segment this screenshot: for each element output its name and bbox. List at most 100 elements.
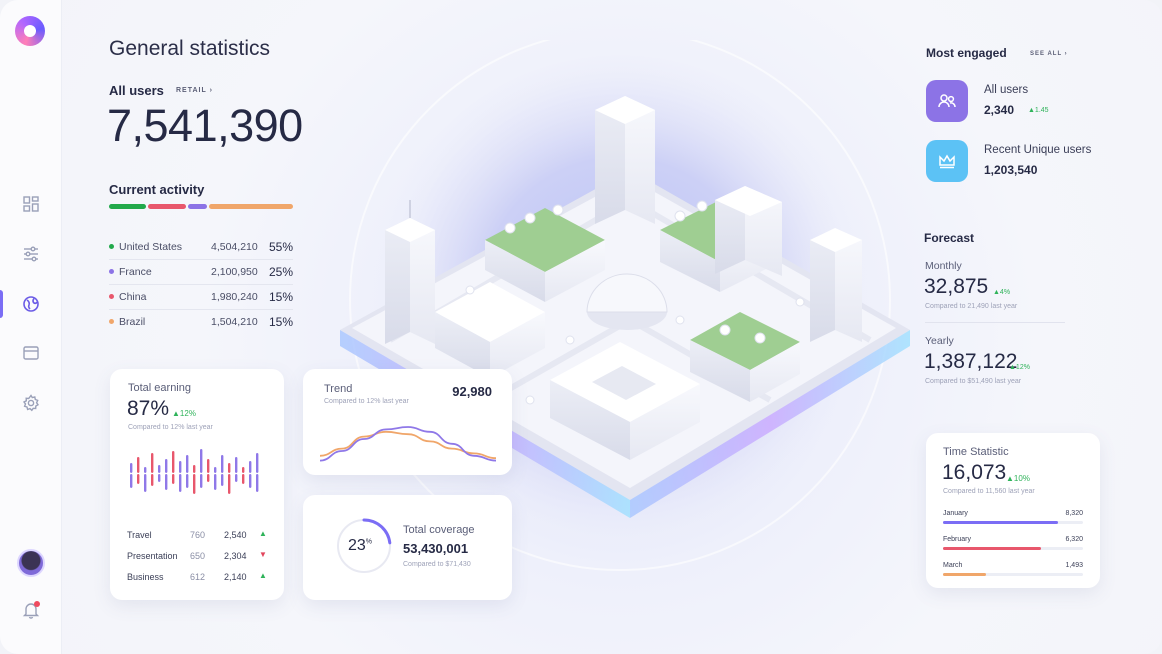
country-color-dot: [109, 269, 114, 274]
country-value: 4,504,210: [211, 241, 258, 253]
country-list: United States 4,504,210 55% France 2,100…: [109, 235, 293, 335]
activity-bar: [109, 204, 293, 209]
notification-bell-icon[interactable]: [21, 600, 41, 620]
card-title: Total coverage: [403, 524, 475, 536]
earning-bar-up: [214, 467, 217, 473]
see-all-link[interactable]: SEE ALL ›: [1030, 51, 1068, 57]
country-pct: 15%: [268, 315, 293, 329]
list-item[interactable]: Brazil 1,504,210 15%: [109, 310, 293, 335]
earning-bar-up: [165, 459, 168, 473]
time-statistic-card[interactable]: Time Statistic 16,073 ▲10% Compared to 1…: [926, 433, 1100, 588]
earning-bar-down: [235, 474, 238, 482]
monthly-subtitle: Compared to 21,490 last year: [925, 303, 1018, 310]
list-item[interactable]: January 8,320: [943, 510, 1083, 532]
row-name: Presentation: [127, 551, 178, 561]
earning-bar-down: [137, 474, 140, 484]
country-pct: 55%: [268, 240, 293, 254]
coverage-progress-ring: [336, 518, 392, 574]
table-row[interactable]: Travel 760 2,540 ▲: [127, 527, 267, 548]
monthly-value: 32,875: [924, 275, 989, 298]
settings-gear-icon[interactable]: [21, 393, 41, 413]
card-title: Trend: [324, 383, 353, 395]
engaged-item-value: 1,203,540: [984, 163, 1038, 177]
earning-bar-down: [242, 474, 245, 484]
country-name: Brazil: [119, 316, 146, 328]
country-value: 1,504,210: [211, 316, 258, 328]
earning-delta: ▲12%: [172, 409, 196, 418]
earning-bar-down: [249, 474, 252, 488]
country-pct: 15%: [268, 290, 293, 304]
row-name: Travel: [127, 530, 152, 540]
progress-fill: [943, 573, 987, 576]
earning-bar-down: [193, 474, 196, 494]
list-item[interactable]: February 6,320: [943, 536, 1083, 558]
table-row[interactable]: Business 612 2,140 ▲: [127, 569, 267, 590]
most-engaged-title: Most engaged: [926, 46, 1007, 60]
current-activity-label: Current activity: [109, 182, 205, 197]
earning-bar-up: [228, 463, 231, 473]
active-nav-indicator: [0, 290, 3, 318]
crown-icon[interactable]: [926, 140, 968, 182]
progress-track: [943, 573, 1083, 576]
row-value: 2,540: [224, 530, 247, 540]
total-users-value: 7,541,390: [107, 100, 303, 151]
country-value: 2,100,950: [211, 266, 258, 278]
earning-bar-up: [158, 465, 161, 473]
earning-bar-down: [256, 474, 259, 492]
total-coverage-card[interactable]: 23% Total coverage 53,430,001 Compared t…: [303, 495, 512, 600]
sliders-icon[interactable]: [21, 244, 41, 264]
month-value: 6,320: [1065, 536, 1083, 543]
user-avatar[interactable]: [17, 549, 45, 577]
app-logo[interactable]: [15, 16, 45, 46]
month-name: March: [943, 562, 963, 569]
country-color-dot: [109, 244, 114, 249]
notification-badge: [34, 601, 40, 607]
retail-link[interactable]: RETAIL ›: [176, 87, 213, 94]
earning-bar-down: [144, 474, 147, 492]
earning-bar-up: [172, 451, 175, 473]
list-item[interactable]: China 1,980,240 15%: [109, 285, 293, 310]
all-users-label: All users: [109, 83, 164, 98]
list-item[interactable]: France 2,100,950 25%: [109, 260, 293, 285]
coverage-subtitle: Compared to $71,430: [403, 561, 471, 568]
total-earning-card[interactable]: Total earning 87% ▲12% Compared to 12% l…: [110, 369, 284, 600]
trend-series-line: [320, 426, 496, 462]
trend-card[interactable]: Trend Compared to 12% last year 92,980: [303, 369, 512, 475]
earning-pct: 87%: [127, 397, 170, 420]
earning-bar-up: [207, 459, 210, 473]
earning-bar-up: [151, 453, 154, 473]
earning-bar-up: [179, 461, 182, 473]
earning-bar-down: [214, 474, 217, 490]
earning-bar-down: [228, 474, 231, 494]
dashboard-grid-icon[interactable]: [21, 194, 41, 214]
activity-segment: [209, 204, 293, 209]
earning-bar-up: [137, 457, 140, 473]
globe-icon[interactable]: [21, 294, 41, 314]
earning-bar-up: [221, 455, 224, 473]
time-stat-value: 16,073: [942, 461, 1007, 484]
activity-segment: [187, 204, 208, 209]
earning-bar-up: [200, 449, 203, 473]
progress-fill: [943, 547, 1041, 550]
row-count: 760: [190, 530, 206, 540]
country-name: United States: [119, 241, 183, 253]
users-icon[interactable]: [926, 80, 968, 122]
trend-line-chart: [320, 426, 496, 462]
list-item[interactable]: United States 4,504,210 55%: [109, 235, 293, 260]
earning-table: Travel 760 2,540 ▲ Presentation 650 2,30…: [127, 527, 267, 590]
earning-bar-down: [186, 474, 189, 488]
engaged-item-delta: ▲1.45: [1028, 107, 1049, 114]
earning-bar-up: [249, 461, 252, 473]
month-value: 1,493: [1065, 562, 1083, 569]
coverage-pct-number: 23: [348, 537, 366, 554]
country-color-dot: [109, 319, 114, 324]
list-item[interactable]: March 1,493: [943, 562, 1083, 584]
earning-bar-down: [179, 474, 182, 492]
page-title: General statistics: [109, 37, 271, 60]
activity-segment: [109, 204, 147, 209]
activity-segment: [148, 204, 186, 209]
row-value: 2,140: [224, 572, 247, 582]
trend-down-icon: ▼: [259, 550, 267, 559]
card-icon[interactable]: [21, 343, 41, 363]
table-row[interactable]: Presentation 650 2,304 ▼: [127, 548, 267, 569]
